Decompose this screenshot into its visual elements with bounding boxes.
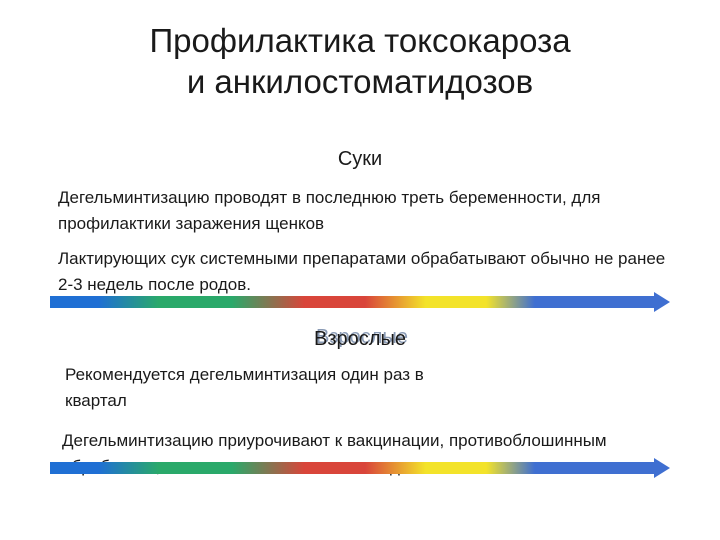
section1-para1: Дегельминтизацию проводят в последнюю тр… — [58, 185, 668, 238]
section1-heading: Суки — [0, 148, 720, 171]
slide: Профилактика токсокароза и анкилостомати… — [0, 0, 720, 540]
section2-para1: Рекомендуется дегельминтизация один раз … — [65, 362, 485, 415]
arrow-bar — [50, 462, 656, 474]
arrow-head-icon — [654, 292, 670, 312]
section2-heading: Взрослые — [0, 328, 720, 351]
gradient-arrow-2 — [50, 458, 670, 478]
arrow-head-icon — [654, 458, 670, 478]
slide-title: Профилактика токсокароза и анкилостомати… — [0, 20, 720, 103]
section1-para2: Лактирующих сук системными препаратами о… — [58, 246, 678, 299]
arrow-bar — [50, 296, 656, 308]
gradient-arrow-1 — [50, 292, 670, 312]
